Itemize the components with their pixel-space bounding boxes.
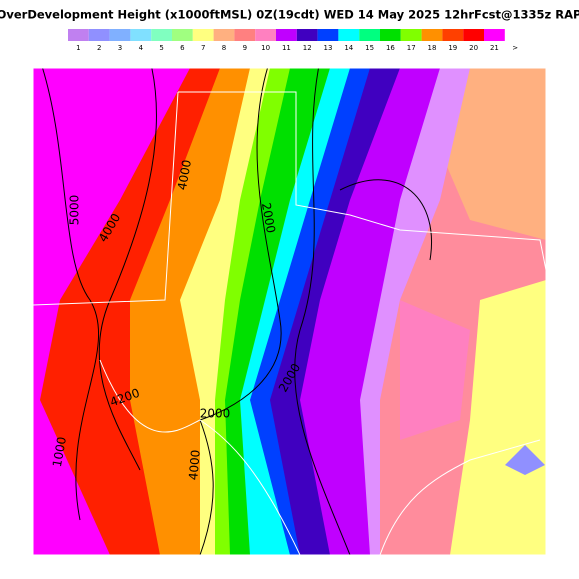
colorbar-label: 1 — [76, 44, 80, 52]
colorbar-label: 16 — [386, 44, 395, 52]
color-swatch — [88, 29, 110, 41]
colorbar-label: 15 — [365, 44, 374, 52]
contour-label: 2000 — [259, 202, 278, 235]
color-swatch — [276, 29, 297, 41]
contour-label: 4000 — [186, 449, 203, 481]
color-swatch — [213, 29, 235, 41]
contour-label: 4000 — [175, 159, 194, 192]
color-swatch — [68, 29, 89, 41]
color-swatch — [359, 29, 380, 41]
color-swatch — [442, 29, 464, 41]
color-swatch — [484, 29, 505, 41]
colorbar-label: 3 — [118, 44, 122, 52]
color-swatch — [192, 29, 214, 41]
contour-label: 5000 — [68, 195, 82, 226]
contour-label: 2000 — [200, 407, 231, 421]
color-swatch — [421, 29, 443, 41]
colorbar-label: 12 — [303, 44, 312, 52]
color-swatch — [130, 29, 152, 41]
colorbar-label: 7 — [201, 44, 205, 52]
map — [32, 67, 547, 556]
color-swatch — [255, 29, 276, 41]
colorbar-label: 6 — [180, 44, 185, 52]
color-swatch — [109, 29, 131, 41]
colorbar-label: 4 — [139, 44, 144, 52]
color-swatch — [338, 29, 360, 41]
color-swatch — [317, 29, 339, 41]
colorbar-label: 19 — [448, 44, 457, 52]
title: OverDevelopment Height (x1000ftMSL) 0Z(1… — [0, 8, 579, 22]
colorbar-label: 17 — [407, 44, 416, 52]
colorbar-label: 8 — [222, 44, 226, 52]
color-swatch — [380, 29, 401, 41]
colorbar-label: 18 — [428, 44, 437, 52]
colorbar-label: 2 — [97, 44, 101, 52]
contour-label: 1000 — [50, 436, 69, 469]
color-swatch — [463, 29, 484, 41]
color-swatch — [400, 29, 422, 41]
colorbar-label: 14 — [344, 44, 353, 52]
color-swatch — [172, 29, 193, 41]
colorbar-label: 10 — [261, 44, 270, 52]
colorbar-label: 5 — [159, 44, 163, 52]
color-swatch — [296, 29, 318, 41]
colorbar-label: 21 — [490, 44, 499, 52]
colorbar-label: 20 — [469, 44, 478, 52]
color-swatch — [234, 29, 256, 41]
colorbar-label: 11 — [282, 44, 291, 52]
colorbar-label: 13 — [324, 44, 333, 52]
colorbar-label: > — [512, 44, 518, 52]
color-swatch — [151, 29, 172, 41]
colorbar: 1 2 3 4 5 6 7 8 9 10 11 12 13 14 15 16 17 18 19 20 21 > — [68, 29, 518, 52]
colorbar-label: 9 — [243, 44, 247, 52]
